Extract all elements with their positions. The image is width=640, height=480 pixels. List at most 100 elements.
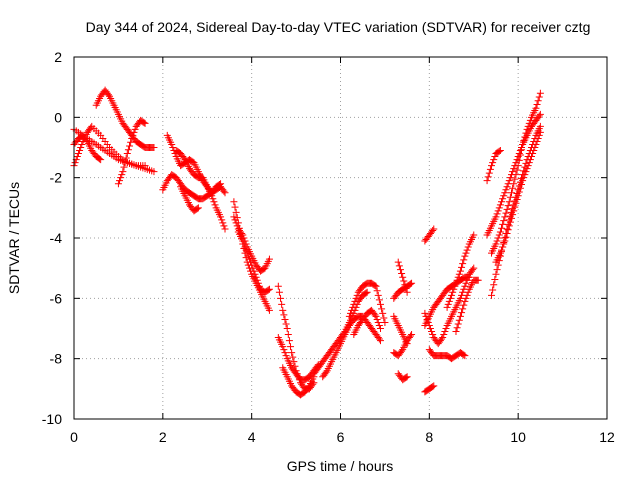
data-point bbox=[501, 189, 509, 197]
chart-title: Day 344 of 2024, Sidereal Day-to-day VTE… bbox=[86, 19, 591, 35]
data-point bbox=[209, 195, 217, 203]
data-point bbox=[231, 216, 239, 224]
data-point bbox=[491, 153, 499, 161]
data-point bbox=[255, 282, 263, 290]
data-point bbox=[502, 233, 510, 241]
data-point bbox=[495, 231, 503, 239]
data-point bbox=[519, 177, 527, 185]
data-point bbox=[97, 156, 105, 164]
data-point bbox=[288, 349, 296, 357]
y-tick-label: -2 bbox=[50, 170, 63, 186]
data-point bbox=[525, 119, 533, 127]
data-point bbox=[78, 140, 86, 148]
data-point bbox=[513, 196, 521, 204]
data-point bbox=[440, 331, 448, 339]
data-point bbox=[517, 146, 525, 154]
data-point bbox=[127, 138, 135, 146]
series-track-o bbox=[279, 364, 318, 399]
data-point bbox=[231, 203, 239, 211]
data-point bbox=[511, 203, 519, 211]
data-point bbox=[503, 205, 511, 213]
x-tick-labels: 0 2 4 6 8 10 12 bbox=[70, 429, 615, 445]
series-track-i bbox=[177, 183, 202, 215]
data-point bbox=[512, 199, 520, 207]
data-point bbox=[381, 318, 389, 326]
data-point bbox=[498, 198, 506, 206]
data-point bbox=[503, 229, 511, 237]
data-point bbox=[508, 214, 516, 222]
data-point bbox=[217, 213, 225, 221]
data-point bbox=[527, 153, 535, 161]
data-point bbox=[289, 353, 297, 361]
data-point bbox=[464, 243, 472, 251]
data-point bbox=[82, 136, 90, 144]
data-point bbox=[510, 207, 518, 215]
series-track-n bbox=[274, 334, 322, 384]
data-point bbox=[373, 315, 381, 323]
data-point bbox=[403, 373, 411, 381]
data-point bbox=[494, 207, 502, 215]
data-point bbox=[535, 93, 543, 101]
data-point bbox=[536, 89, 544, 97]
series-track-s bbox=[350, 306, 384, 339]
data-point bbox=[130, 128, 138, 136]
data-point bbox=[502, 209, 510, 217]
data-point bbox=[208, 192, 216, 200]
data-point bbox=[506, 193, 514, 201]
data-point bbox=[373, 287, 381, 295]
series-track-h bbox=[172, 147, 229, 233]
data-point bbox=[220, 187, 228, 195]
data-point bbox=[429, 226, 437, 234]
data-point bbox=[493, 210, 501, 218]
data-point bbox=[448, 291, 456, 299]
data-point bbox=[220, 222, 228, 230]
data-point bbox=[232, 208, 240, 216]
series-track-aj bbox=[483, 147, 504, 185]
data-point bbox=[453, 324, 461, 332]
data-point bbox=[496, 228, 504, 236]
x-axis-label: GPS time / hours bbox=[287, 458, 394, 474]
data-point bbox=[499, 243, 507, 251]
data-point bbox=[443, 303, 451, 311]
data-point bbox=[491, 275, 499, 283]
data-point bbox=[87, 124, 95, 132]
data-point bbox=[265, 285, 273, 293]
series-track-l bbox=[230, 213, 273, 275]
x-tick-label: 12 bbox=[599, 429, 615, 445]
data-point bbox=[376, 325, 384, 332]
data-point bbox=[495, 204, 503, 212]
data-point bbox=[424, 318, 432, 326]
data-point bbox=[508, 189, 516, 197]
data-point bbox=[504, 226, 512, 234]
series-track-ab bbox=[421, 264, 478, 348]
data-point bbox=[394, 258, 402, 266]
data-point bbox=[455, 316, 463, 324]
data-point bbox=[406, 332, 414, 340]
series-track-ai bbox=[492, 128, 544, 266]
data-point bbox=[396, 266, 404, 274]
series-track-y bbox=[421, 382, 438, 396]
data-point bbox=[458, 309, 466, 317]
data-point bbox=[492, 213, 500, 221]
data-point bbox=[488, 162, 496, 170]
data-point bbox=[281, 349, 289, 357]
data-point bbox=[501, 237, 509, 245]
data-point bbox=[430, 382, 438, 390]
data-point bbox=[534, 97, 542, 105]
data-point bbox=[490, 156, 498, 164]
data-point bbox=[131, 125, 139, 133]
data-point bbox=[402, 374, 410, 382]
data-point bbox=[446, 294, 454, 302]
data-point bbox=[251, 270, 259, 278]
data-point bbox=[379, 309, 387, 317]
y-tick-labels: 2 0 -2 -4 -6 -8 -10 bbox=[42, 49, 62, 427]
data-point bbox=[287, 343, 295, 351]
data-point bbox=[277, 294, 285, 302]
data-point bbox=[283, 325, 291, 332]
data-point bbox=[461, 252, 469, 260]
data-point bbox=[530, 147, 538, 155]
x-tick-label: 8 bbox=[425, 429, 433, 445]
data-point bbox=[254, 279, 262, 287]
data-point bbox=[499, 220, 507, 228]
data-point bbox=[423, 315, 431, 323]
